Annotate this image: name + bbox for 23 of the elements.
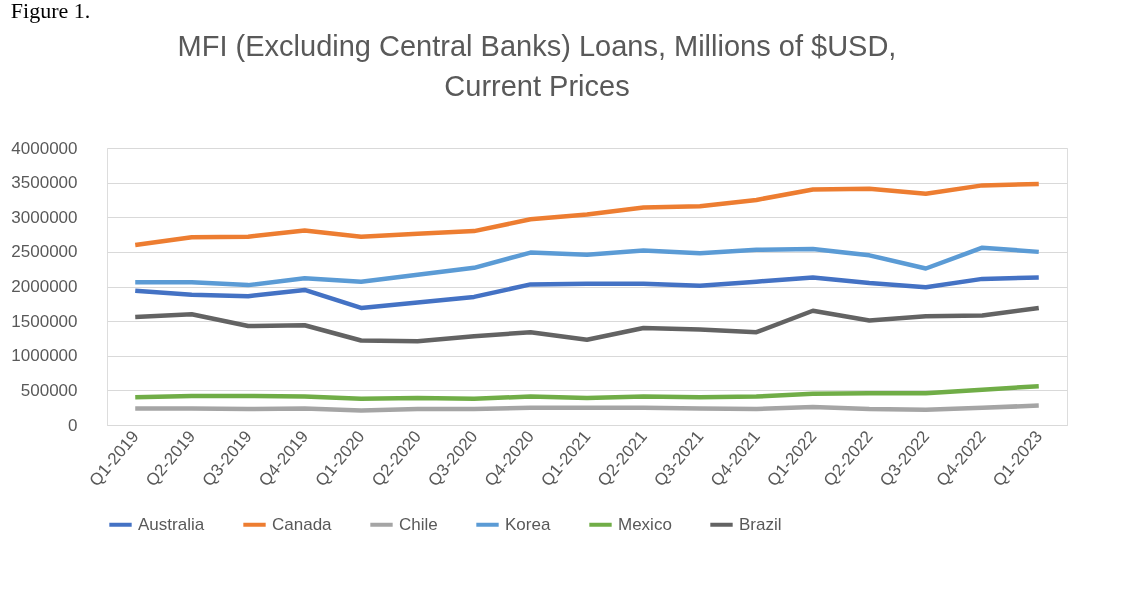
legend-label: Canada bbox=[272, 514, 333, 534]
y-tick-label: 2500000 bbox=[11, 242, 78, 262]
legend-label: Korea bbox=[505, 514, 551, 534]
y-tick-label: 4000000 bbox=[11, 138, 78, 158]
line-series bbox=[132, 245, 1042, 288]
text: MFI (Excluding Central Banks) Loans, Millions of $USD, bbox=[177, 30, 897, 62]
line-series bbox=[132, 275, 1042, 311]
legend-label: Mexico bbox=[618, 514, 672, 534]
legend-label: Brazil bbox=[739, 514, 782, 534]
legend-label: Australia bbox=[138, 514, 205, 534]
y-tick-label: 0 bbox=[68, 415, 78, 435]
caption: Figure 1. bbox=[10, 0, 91, 23]
y-tick-label: 1500000 bbox=[11, 311, 78, 331]
y-tick-label: 3000000 bbox=[11, 207, 78, 227]
line-series bbox=[132, 305, 1042, 344]
y-tick-label: 3500000 bbox=[11, 173, 78, 193]
line-series bbox=[132, 383, 1042, 401]
legend-label: Chile bbox=[399, 514, 438, 534]
y-tick-label: 1000000 bbox=[11, 346, 78, 366]
y-tick-label: 2000000 bbox=[11, 277, 78, 296]
text: Current Prices bbox=[444, 70, 630, 102]
line-series bbox=[132, 181, 1042, 248]
y-tick-label: 500000 bbox=[20, 380, 78, 400]
